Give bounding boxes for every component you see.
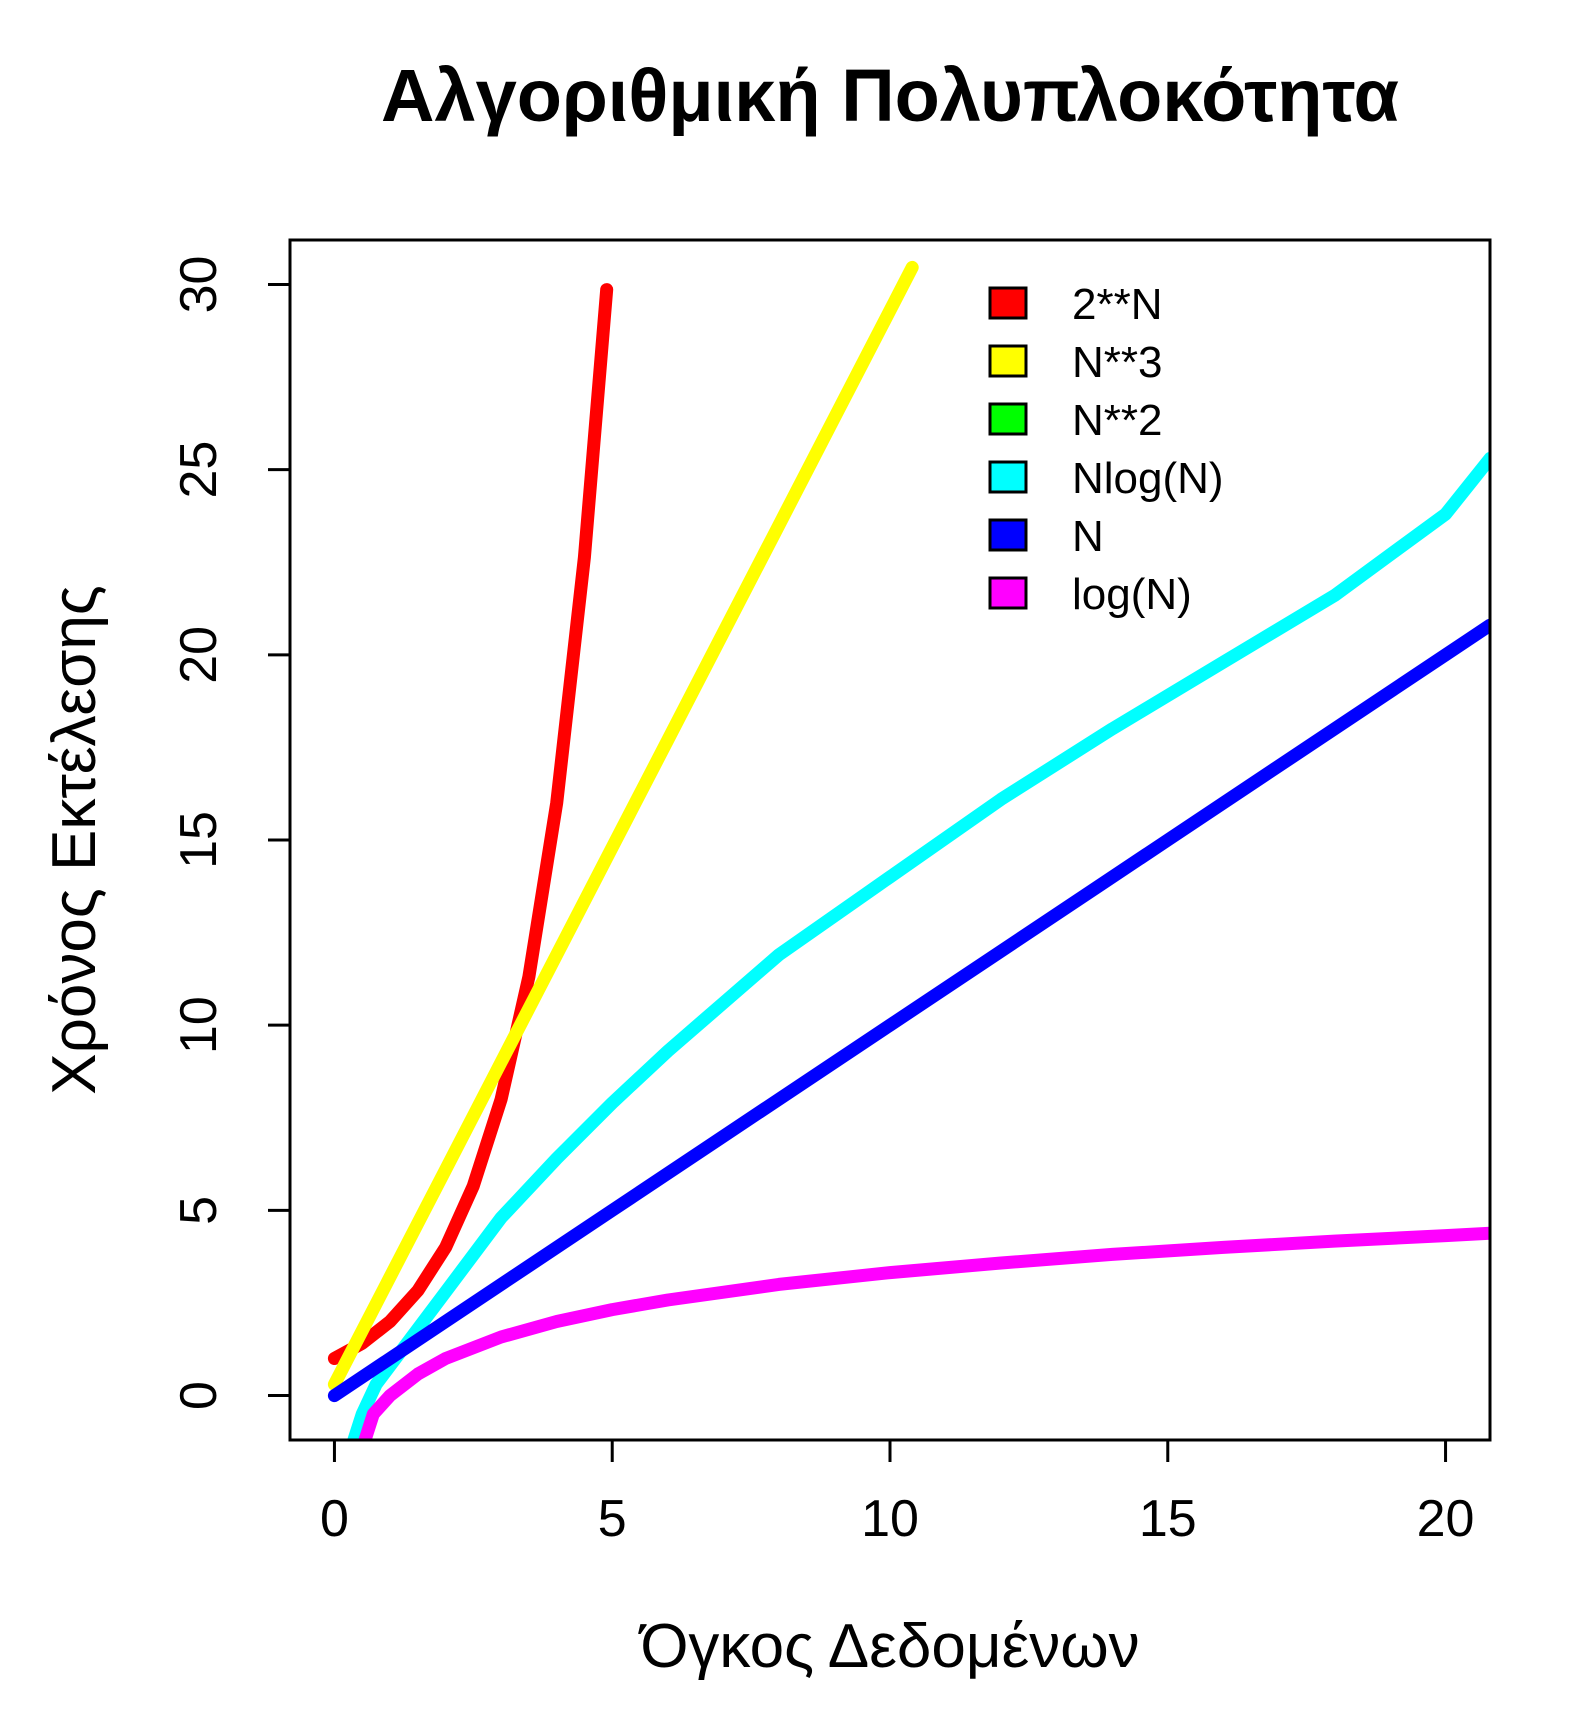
x-axis-label: Όγκος Δεδομένων: [637, 1612, 1139, 1681]
legend-label-2-n: 2**N: [1072, 280, 1163, 329]
series-line-n: [327, 618, 1490, 1403]
x-tick-label-20: 20: [1417, 1490, 1475, 1548]
x-tick-label-10: 10: [861, 1490, 919, 1548]
series-line-n-3: [327, 260, 919, 1391]
y-tick-label-0: 0: [170, 1381, 228, 1410]
legend-swatch-n: [988, 518, 1028, 552]
y-tick-label-25: 25: [170, 441, 228, 499]
x-axis: 0 5 10 15 20: [320, 1438, 1475, 1548]
legend-label-log-n: log(N): [1072, 570, 1192, 619]
x-tick-label-5: 5: [598, 1490, 627, 1548]
y-tick-label-10: 10: [170, 996, 228, 1054]
legend-swatch-log-n: [988, 576, 1028, 610]
series-line-2-n: [327, 283, 614, 1365]
chart-title: Αλγοριθμική Πολυπλοκότητα: [381, 54, 1399, 137]
legend-swatch-n-2: [988, 402, 1028, 436]
y-tick-label-15: 15: [170, 811, 228, 869]
legend-swatch-n-3: [988, 344, 1028, 378]
series-layer: [327, 260, 1490, 1440]
legend: 2**N N**3 N**2 Nlog(N) Nlog(N): [988, 280, 1224, 619]
legend-label-n-3: N**3: [1072, 338, 1163, 387]
legend-label-nlog-n: Nlog(N): [1072, 454, 1224, 503]
legend-swatch-2-n: [988, 286, 1028, 320]
legend-label-n: N: [1072, 512, 1104, 561]
legend-label-n-2: N**2: [1072, 396, 1163, 445]
x-tick-label-0: 0: [320, 1490, 349, 1548]
series-line-log-n: [358, 1226, 1490, 1440]
x-tick-label-15: 15: [1139, 1490, 1197, 1548]
y-tick-label-20: 20: [170, 626, 228, 684]
y-axis: 0 5 10 15 20 25 30: [170, 256, 292, 1410]
y-axis-label: Χρόνος Εκτέλεσης: [40, 585, 109, 1094]
y-tick-label-30: 30: [170, 256, 228, 314]
series-line-nlog-n: [347, 452, 1490, 1440]
y-tick-label-5: 5: [170, 1196, 228, 1225]
legend-swatch-nlog-n: [988, 460, 1028, 494]
